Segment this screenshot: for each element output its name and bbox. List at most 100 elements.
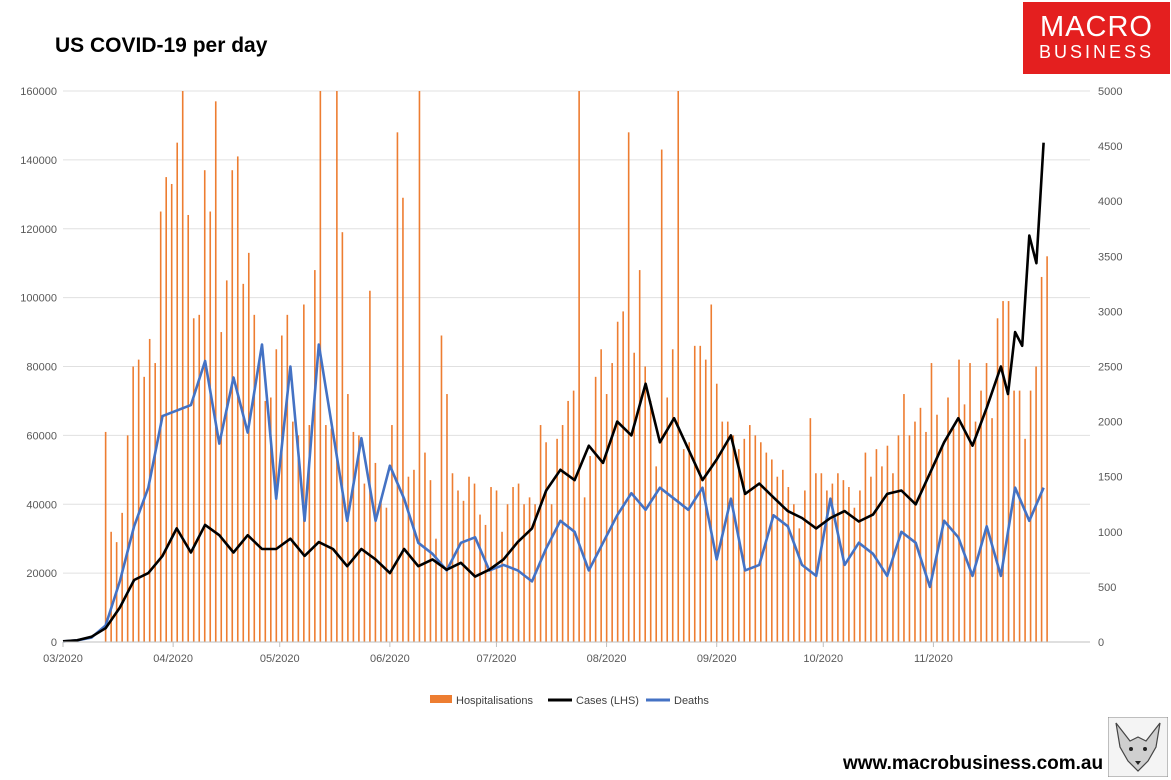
hospitalisations-bar	[837, 473, 839, 642]
x-tick-label: 03/2020	[43, 653, 83, 665]
hospitalisations-bar	[264, 400, 267, 642]
chart-title: US COVID-19 per day	[55, 34, 268, 57]
hospitalisations-bar	[875, 449, 878, 642]
hospitalisations-bar	[501, 531, 503, 642]
y-right-tick-label: 0	[1098, 637, 1104, 649]
hospitalisations-bar	[154, 363, 156, 642]
hospitalisations-bar	[914, 421, 916, 642]
hospitalisations-bar	[605, 394, 608, 642]
hospitalisations-bar	[523, 504, 525, 642]
hospitalisations-bar	[132, 366, 134, 642]
hospitalisations-bar	[693, 345, 696, 642]
logo-line-1: MACRO	[1040, 11, 1153, 43]
hospitalisations-bar	[831, 483, 834, 642]
hospitalisations-bar	[473, 483, 476, 642]
y-left-tick-label: 60000	[26, 430, 57, 442]
hospitalisations-bar	[203, 170, 206, 643]
hospitalisations-bar	[671, 349, 674, 642]
hospitalisations-bar	[1002, 301, 1004, 642]
hospitalisations-bar	[930, 363, 933, 642]
legend-label: Cases (LHS)	[576, 695, 639, 707]
y-right-tick-label: 5000	[1098, 86, 1122, 98]
hospitalisations-bar	[782, 469, 784, 642]
hospitalisations-bar	[143, 376, 145, 642]
hospitalisations-bar	[820, 473, 823, 642]
hospitalisations-bar	[253, 314, 256, 642]
y-left-tick-label: 120000	[20, 224, 57, 236]
legend-swatch	[430, 695, 452, 703]
hospitalisations-bar	[209, 211, 212, 642]
hospitalisations-bar	[440, 335, 443, 642]
hospitalisations-bar	[374, 462, 377, 642]
hospitalisations-bar	[247, 252, 250, 642]
hospitalisations-bar	[181, 91, 184, 642]
hospitalisations-bar	[765, 452, 768, 642]
y-right-tick-label: 4000	[1098, 196, 1122, 208]
hospitalisations-bar	[314, 270, 316, 642]
hospitalisations-bar	[881, 466, 883, 642]
hospitalisations-bar	[996, 318, 999, 642]
x-tick-label: 04/2020	[153, 653, 193, 665]
hospitalisations-bar	[611, 363, 613, 642]
y-left-tick-label: 80000	[26, 362, 57, 374]
hospitalisations-bar	[848, 487, 850, 642]
hospitalisations-bar	[677, 91, 680, 642]
hospitalisations-bar	[793, 504, 795, 642]
hospitalisations-bar	[969, 363, 971, 642]
hospitalisations-bar	[649, 400, 652, 642]
hospitalisations-bar	[600, 349, 602, 642]
hospitalisations-bar	[242, 283, 245, 642]
y-right-tick-label: 1500	[1098, 472, 1122, 484]
hospitalisations-bar	[303, 304, 305, 642]
x-tick-label: 08/2020	[587, 653, 627, 665]
hospitalisations-bar	[325, 425, 327, 642]
hospitalisations-bar	[352, 431, 355, 642]
hospitalisations-bar	[567, 400, 569, 642]
hospitalisations-bar	[980, 390, 982, 642]
hospitalisations-bar	[126, 435, 129, 642]
hospitalisations-bar	[710, 304, 713, 642]
hospitalisations-bar	[1007, 301, 1010, 642]
legend-label: Deaths	[674, 695, 709, 707]
hospitalisations-bar	[660, 149, 663, 642]
hospitalisations-bar	[413, 469, 415, 642]
hospitalisations-bar	[787, 487, 790, 642]
y-left-tick-label: 160000	[20, 86, 57, 98]
hospitalisations-bar	[638, 270, 641, 642]
hospitalisations-bar	[815, 473, 817, 642]
y-right-tick-label: 500	[1098, 582, 1116, 594]
macrobusiness-logo: MACRO BUSINESS	[1023, 2, 1170, 74]
series-lines	[62, 142, 1045, 643]
x-tick-label: 06/2020	[370, 653, 410, 665]
hospitalisations-bar	[655, 466, 658, 642]
hospitalisations-bar	[886, 445, 889, 642]
hospitalisations-bar	[726, 421, 729, 642]
hospitalisations-bar	[699, 345, 702, 642]
hospitalisations-bar	[644, 366, 646, 642]
hospitalisations-bar	[903, 394, 905, 642]
hospitalisations-bar	[776, 476, 779, 642]
hospitalisations-bar	[484, 524, 487, 642]
hospitalisations-bar	[286, 314, 289, 642]
hospitalisations-bar	[748, 425, 751, 642]
hospitalisations-bar	[446, 394, 448, 642]
hospitalisations-bar	[594, 376, 597, 642]
hospitalisations-bar	[754, 435, 757, 642]
hospitalisations-bar	[561, 425, 564, 642]
hospitalisations-bar	[550, 504, 553, 642]
hospitalisations-bar	[991, 418, 993, 642]
hospitalisations-bar	[435, 538, 437, 642]
hospitalisations-bar	[462, 500, 465, 642]
hospitalisations-bar	[682, 449, 685, 642]
hospitalisations-bar	[512, 487, 514, 642]
deaths-line	[62, 343, 1045, 643]
hospitalisations-bar	[1018, 390, 1021, 642]
hospitalisations-bar	[358, 435, 360, 642]
hospitalisations-bar	[457, 490, 459, 642]
hospitalisations-bar	[385, 507, 388, 642]
hospitalisations-bar	[732, 435, 735, 642]
hospitalisations-bar	[572, 390, 575, 642]
y-right-tick-label: 2000	[1098, 417, 1122, 429]
hospitalisations-bar	[220, 332, 223, 642]
hospitalisations-bar	[936, 414, 938, 642]
